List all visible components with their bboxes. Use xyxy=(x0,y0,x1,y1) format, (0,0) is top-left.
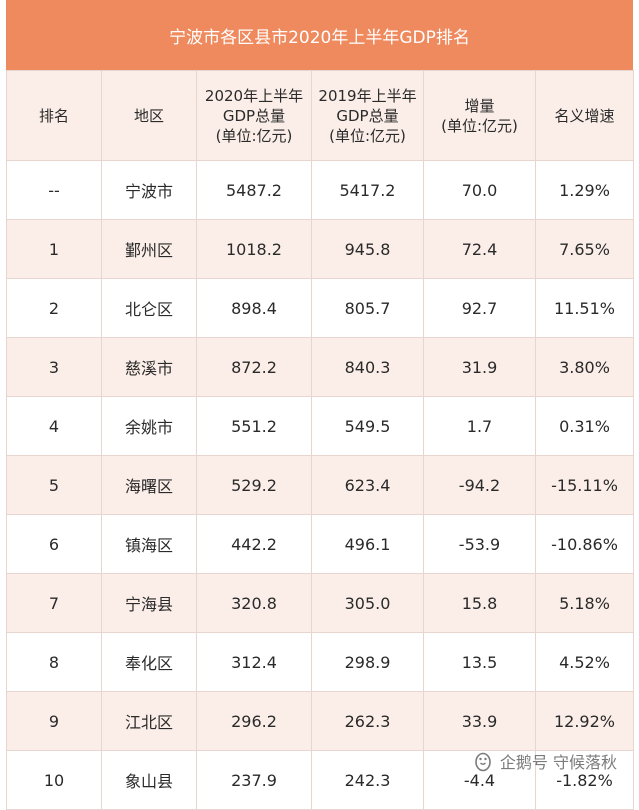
table-row: 7 宁海县 320.8 305.0 15.8 5.18% xyxy=(6,573,634,633)
gdp-ranking-table: 排名 地区 2020年上半年 GDP总量 (单位:亿元) 2019年上半年 GDP总量… xyxy=(6,70,634,810)
penguin-logo-icon xyxy=(475,752,491,772)
cell-rank: 6 xyxy=(6,514,102,574)
table-row: 3 慈溪市 872.2 840.3 31.9 3.80% xyxy=(6,337,634,397)
table-body: -- 宁波市 5487.2 5417.2 70.0 1.29% 1 鄞州区 1018.2 945.… xyxy=(6,160,634,810)
cell-region: 慈溪市 xyxy=(101,337,197,397)
watermark-text: 企鹅号 守候落秋 xyxy=(499,753,617,772)
cell-gdp-2019: 305.0 xyxy=(311,573,424,633)
cell-gdp-2019: 623.4 xyxy=(311,455,424,515)
cell-increment: 1.7 xyxy=(423,396,536,456)
table-row: 9 江北区 296.2 262.3 33.9 12.92% xyxy=(6,691,634,751)
cell-rank: -- xyxy=(6,160,102,220)
cell-growth: 4.52% xyxy=(535,632,634,692)
header-row: 排名 地区 2020年上半年 GDP总量 (单位:亿元) 2019年上半年 GDP总量… xyxy=(6,70,634,161)
header-region: 地区 xyxy=(101,70,197,161)
cell-gdp-2019: 496.1 xyxy=(311,514,424,574)
watermark: 企鹅号 守候落秋 xyxy=(472,749,617,773)
cell-growth: 5.18% xyxy=(535,573,634,633)
header-rank: 排名 xyxy=(6,70,102,161)
cell-increment: -53.9 xyxy=(423,514,536,574)
cell-gdp-2019: 242.3 xyxy=(311,750,424,810)
cell-increment: 70.0 xyxy=(423,160,536,220)
cell-gdp-2019: 5417.2 xyxy=(311,160,424,220)
cell-rank: 8 xyxy=(6,632,102,692)
cell-rank: 1 xyxy=(6,219,102,279)
cell-increment: 72.4 xyxy=(423,219,536,279)
cell-region: 鄞州区 xyxy=(101,219,197,279)
header-increment: 增量 (单位:亿元) xyxy=(423,70,536,161)
cell-region: 江北区 xyxy=(101,691,197,751)
cell-region: 奉化区 xyxy=(101,632,197,692)
cell-increment: 13.5 xyxy=(423,632,536,692)
cell-region: 余姚市 xyxy=(101,396,197,456)
cell-growth: 12.92% xyxy=(535,691,634,751)
cell-gdp-2019: 945.8 xyxy=(311,219,424,279)
cell-gdp-2020: 296.2 xyxy=(196,691,312,751)
cell-rank: 3 xyxy=(6,337,102,397)
cell-growth: 0.31% xyxy=(535,396,634,456)
table-title: 宁波市各区县市2020年上半年GDP排名 xyxy=(6,0,633,70)
cell-gdp-2020: 1018.2 xyxy=(196,219,312,279)
cell-rank: 10 xyxy=(6,750,102,810)
cell-increment: 15.8 xyxy=(423,573,536,633)
table-row: 4 余姚市 551.2 549.5 1.7 0.31% xyxy=(6,396,634,456)
cell-region: 宁波市 xyxy=(101,160,197,220)
cell-gdp-2020: 551.2 xyxy=(196,396,312,456)
cell-gdp-2019: 805.7 xyxy=(311,278,424,338)
table-row: 8 奉化区 312.4 298.9 13.5 4.52% xyxy=(6,632,634,692)
cell-growth: 1.29% xyxy=(535,160,634,220)
cell-rank: 4 xyxy=(6,396,102,456)
table-row: 5 海曙区 529.2 623.4 -94.2 -15.11% xyxy=(6,455,634,515)
cell-gdp-2020: 320.8 xyxy=(196,573,312,633)
cell-gdp-2020: 237.9 xyxy=(196,750,312,810)
cell-increment: 31.9 xyxy=(423,337,536,397)
cell-gdp-2019: 298.9 xyxy=(311,632,424,692)
table-row: -- 宁波市 5487.2 5417.2 70.0 1.29% xyxy=(6,160,634,220)
cell-rank: 5 xyxy=(6,455,102,515)
cell-growth: 11.51% xyxy=(535,278,634,338)
cell-rank: 2 xyxy=(6,278,102,338)
cell-gdp-2019: 840.3 xyxy=(311,337,424,397)
cell-increment: 92.7 xyxy=(423,278,536,338)
cell-gdp-2020: 5487.2 xyxy=(196,160,312,220)
cell-gdp-2019: 262.3 xyxy=(311,691,424,751)
table-row: 2 北仑区 898.4 805.7 92.7 11.51% xyxy=(6,278,634,338)
header-gdp-2019: 2019年上半年 GDP总量 (单位:亿元) xyxy=(311,70,424,161)
cell-gdp-2020: 312.4 xyxy=(196,632,312,692)
cell-gdp-2019: 549.5 xyxy=(311,396,424,456)
cell-gdp-2020: 898.4 xyxy=(196,278,312,338)
cell-increment: -94.2 xyxy=(423,455,536,515)
header-growth: 名义增速 xyxy=(535,70,634,161)
cell-rank: 7 xyxy=(6,573,102,633)
cell-growth: 7.65% xyxy=(535,219,634,279)
cell-region: 镇海区 xyxy=(101,514,197,574)
cell-gdp-2020: 529.2 xyxy=(196,455,312,515)
cell-gdp-2020: 442.2 xyxy=(196,514,312,574)
table-row: 1 鄞州区 1018.2 945.8 72.4 7.65% xyxy=(6,219,634,279)
cell-rank: 9 xyxy=(6,691,102,751)
cell-region: 象山县 xyxy=(101,750,197,810)
cell-growth: -15.11% xyxy=(535,455,634,515)
cell-region: 海曙区 xyxy=(101,455,197,515)
cell-growth: 3.80% xyxy=(535,337,634,397)
cell-growth: -10.86% xyxy=(535,514,634,574)
cell-region: 北仑区 xyxy=(101,278,197,338)
cell-increment: 33.9 xyxy=(423,691,536,751)
cell-gdp-2020: 872.2 xyxy=(196,337,312,397)
table-row: 6 镇海区 442.2 496.1 -53.9 -10.86% xyxy=(6,514,634,574)
header-gdp-2020: 2020年上半年 GDP总量 (单位:亿元) xyxy=(196,70,312,161)
cell-region: 宁海县 xyxy=(101,573,197,633)
